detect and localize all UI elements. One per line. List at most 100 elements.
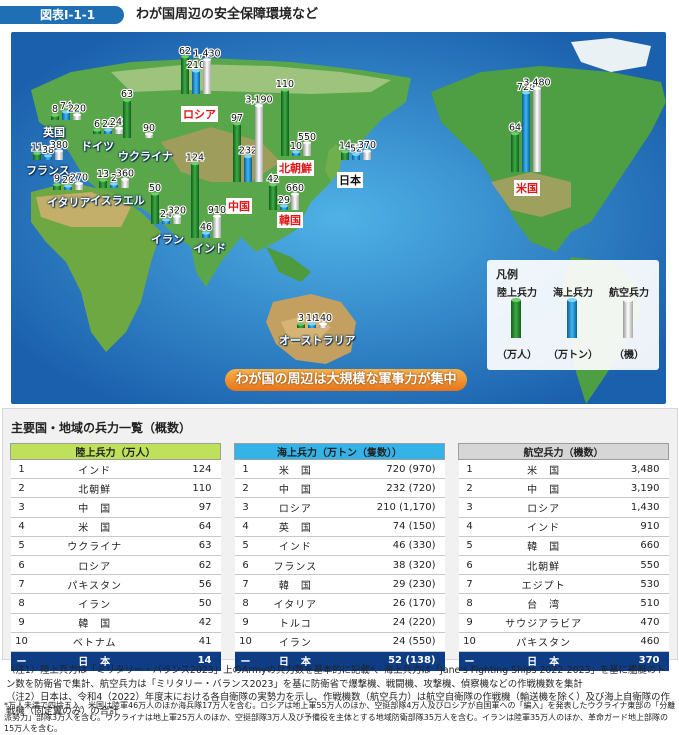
value-cell: 110 (156, 478, 221, 499)
legend-air-unit: （機） (614, 350, 644, 361)
figure-title: わが国周辺の安全保障環境など (136, 7, 319, 22)
bar-naval (244, 156, 252, 182)
value-cell: 63 (156, 535, 221, 556)
bar-air (55, 150, 63, 160)
country-cell: 中 国 (32, 497, 157, 518)
value-cell: 24 (220) (334, 612, 445, 633)
map-legend: 凡例 陸上兵力 海上兵力 航空兵力 （万人） （万トン） （機） (487, 260, 659, 370)
rank-cell: 6 (234, 554, 257, 576)
bar-naval (110, 184, 118, 188)
bar-air (115, 128, 123, 134)
bar-value-air: 380 (50, 140, 68, 151)
rank-cell: ー (10, 650, 33, 672)
country-cell: パキスタン (32, 574, 157, 595)
country-cell: 中 国 (480, 478, 607, 499)
table-row: 9 サウジアラビア 470 (458, 612, 669, 633)
bar-cap-naval (292, 150, 300, 154)
label-russia: ロシア (181, 106, 218, 122)
rank-cell: 9 (458, 612, 481, 633)
section-title: 主要国・地域の兵力一覧（概数） (11, 421, 192, 435)
bar-air (203, 59, 211, 94)
bar-cap-ground (51, 113, 59, 117)
value-cell: 46 (330) (334, 535, 445, 556)
rank-cell: 4 (234, 516, 257, 537)
country-cell: 米 国 (480, 458, 607, 480)
bar-air (363, 151, 371, 160)
value-cell: 510 (606, 593, 669, 614)
bar-value-naval: 74 (60, 101, 72, 112)
bar-cap-air (145, 132, 153, 136)
legend-air-bar (623, 300, 633, 338)
label-ukraine: ウクライナ (118, 150, 173, 163)
value-cell: 14 (156, 650, 221, 672)
label-iran: イラン (151, 233, 184, 246)
value-cell: 42 (156, 612, 221, 633)
table-row: 10 パキスタン 460 (458, 631, 669, 652)
bar-air (533, 88, 541, 172)
bar-naval (104, 130, 112, 134)
table-row: 10 イラン 24 (550) (234, 631, 445, 652)
table-row: 5 ウクライナ 63 (10, 535, 221, 556)
bar-value-ground: 97 (231, 113, 243, 124)
bar-air (75, 183, 83, 190)
rank-cell: 6 (458, 554, 481, 576)
country-cell: 台 湾 (480, 593, 607, 614)
label-italy: イタリア (47, 196, 91, 209)
bar-cap-air (115, 126, 123, 130)
country-cell: イラン (256, 631, 335, 652)
bar-cap-naval (280, 204, 288, 208)
country-cell: 北朝鮮 (32, 478, 157, 499)
value-cell: 210 (1,170) (334, 497, 445, 518)
bar-value-ground: 42 (267, 174, 279, 185)
bar-naval (292, 152, 300, 156)
bar-value-air: 3,480 (523, 77, 550, 88)
label-india: インド (193, 242, 226, 255)
bar-value-naval: 18 (306, 313, 318, 324)
rank-cell: 6 (10, 554, 33, 576)
bar-value-air: 270 (70, 173, 88, 184)
label-uk: 英国 (43, 126, 65, 139)
rank-cell: ー (234, 650, 257, 672)
bar-ground (191, 163, 199, 238)
bar-cap-ground (191, 162, 199, 166)
bar-value-ground: 14 (339, 141, 351, 152)
value-cell: 64 (156, 516, 221, 537)
label-north-korea: 北朝鮮 (277, 160, 314, 176)
bar-ground (341, 151, 349, 160)
rank-cell: 2 (458, 478, 481, 499)
bar-cap-naval (192, 69, 200, 73)
bar-cap-ground (269, 183, 277, 187)
bar-ground (51, 115, 59, 120)
table-header: 陸上兵力（万人） (10, 443, 221, 460)
bar-value-ground: 124 (186, 153, 204, 164)
bar-naval (64, 186, 72, 190)
rank-cell: 8 (10, 593, 33, 614)
value-cell: 26 (170) (334, 593, 445, 614)
table-row-japan: ー日 本 52 (138) (234, 650, 445, 672)
country-cell: フランス (256, 554, 335, 576)
notes: （注1）陸上兵力は「ミリタリー・バランス2023」上のArmyの兵力数を基本的に… (6, 664, 674, 718)
bar-ground (151, 194, 159, 224)
bar-value-ground: 13 (97, 169, 109, 180)
bar-naval (352, 154, 360, 160)
bar-value-ground: 62 (179, 46, 191, 57)
bar-air (173, 216, 181, 224)
bar-value-ground: 3 (298, 313, 304, 324)
label-japan: 日本 (337, 172, 363, 188)
legend-naval-bar (567, 300, 577, 338)
country-cell: 米 国 (32, 516, 157, 537)
country-cell: インド (256, 535, 335, 556)
label-israel: イスラエル (90, 194, 145, 207)
value-cell: 3,190 (606, 478, 669, 499)
bar-naval (280, 206, 288, 210)
country-cell: 日 本 (32, 650, 157, 672)
rank-cell: 9 (10, 612, 33, 633)
table-row: 7 エジプト 530 (458, 574, 669, 595)
bar-air (213, 216, 221, 238)
